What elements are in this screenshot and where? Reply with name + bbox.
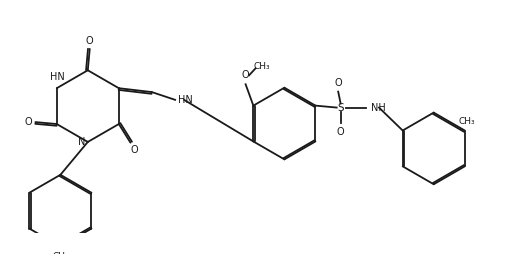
Text: O: O (24, 117, 32, 127)
Text: NH: NH (370, 103, 385, 113)
Text: HN: HN (50, 72, 65, 82)
Text: CH₃: CH₃ (253, 62, 270, 71)
Text: N: N (78, 137, 85, 147)
Text: HN: HN (178, 95, 192, 105)
Text: CH₃: CH₃ (52, 252, 69, 254)
Text: O: O (86, 37, 94, 46)
Text: O: O (337, 128, 344, 137)
Text: O: O (242, 70, 249, 80)
Text: S: S (337, 103, 344, 113)
Text: CH₃: CH₃ (459, 117, 476, 126)
Text: O: O (334, 78, 342, 88)
Text: O: O (130, 145, 138, 155)
